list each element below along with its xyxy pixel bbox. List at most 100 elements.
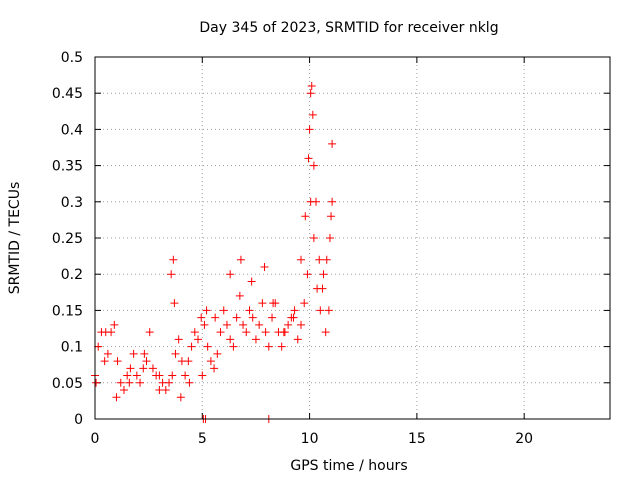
data-point [245, 306, 254, 315]
data-point [142, 357, 151, 366]
data-point [318, 284, 327, 293]
y-tick-label: 0.45 [52, 86, 83, 102]
data-point [167, 270, 176, 279]
data-point [229, 342, 238, 351]
data-point [145, 328, 154, 337]
chart-title: Day 345 of 2023, SRMTID for receiver nkl… [199, 20, 498, 36]
data-point [210, 364, 219, 373]
x-tick-label: 15 [408, 431, 426, 447]
data-point [290, 306, 299, 315]
data-point [176, 393, 185, 402]
data-point [309, 234, 318, 242]
data-point [211, 313, 220, 322]
data-point [110, 320, 119, 329]
data-point [119, 386, 128, 395]
data-point [197, 313, 206, 322]
data-point [269, 299, 278, 308]
data-point [200, 320, 209, 329]
plot-frame [94, 56, 611, 420]
data-point [279, 328, 288, 337]
data-point [306, 89, 315, 98]
data-point [319, 270, 328, 279]
axis-ticks: 0 5 10 15 20 0 0.05 0.1 0.15 0.2 0.25 0.3 0.35 0.4 0.4… [52, 50, 610, 447]
data-point [139, 364, 148, 373]
data-point [203, 342, 212, 351]
data-point [315, 255, 324, 264]
data-point [297, 320, 305, 329]
data-point [92, 378, 101, 387]
data-point [303, 270, 312, 279]
data-point [112, 393, 121, 402]
x-tick-label: 20 [515, 431, 533, 447]
data-point [190, 328, 199, 337]
data-point [327, 212, 336, 221]
data-point [307, 81, 316, 90]
data-point [155, 386, 164, 395]
data-point [129, 349, 138, 358]
data-point [232, 313, 241, 322]
data-point [248, 313, 257, 322]
data-point [213, 349, 222, 358]
data-point [226, 270, 235, 279]
data-point [125, 378, 134, 387]
data-point [198, 371, 207, 380]
data-point [170, 299, 179, 308]
data-point [206, 357, 215, 366]
data-point [312, 197, 321, 206]
data-point [132, 371, 141, 380]
y-tick-label: 0.1 [61, 340, 83, 356]
data-point [168, 371, 177, 380]
y-tick-label: 0.05 [52, 376, 83, 392]
data-point [181, 371, 190, 380]
data-point [174, 335, 183, 344]
data-point [242, 328, 251, 337]
data-point [308, 110, 317, 119]
data-point [322, 255, 331, 264]
data-point [328, 139, 337, 148]
data-point [171, 349, 180, 358]
data-point [316, 306, 325, 315]
data-point [258, 299, 267, 308]
data-point [260, 262, 269, 271]
data-points [91, 81, 337, 423]
data-point [216, 328, 225, 337]
data-point [123, 371, 132, 380]
data-point [140, 349, 149, 358]
data-point [321, 328, 330, 337]
data-point [284, 320, 293, 329]
data-point [325, 234, 334, 242]
data-point [239, 320, 248, 329]
data-point [277, 342, 286, 351]
data-point [187, 342, 196, 351]
data-point [194, 335, 202, 344]
x-tick-label: 10 [301, 431, 319, 447]
data-point [255, 320, 264, 329]
data-point [264, 342, 273, 351]
data-point [309, 161, 318, 170]
y-tick-label: 0 [74, 412, 83, 428]
x-axis-label: GPS time / hours [290, 458, 407, 474]
data-point [113, 357, 122, 366]
y-tick-label: 0.5 [61, 50, 83, 66]
data-point [301, 212, 310, 221]
y-tick-label: 0.15 [52, 303, 83, 319]
data-point [236, 255, 245, 264]
data-point [103, 349, 112, 358]
data-point [222, 320, 231, 329]
data-point [289, 313, 298, 322]
data-point [219, 306, 228, 315]
data-point [184, 357, 193, 366]
data-point [94, 342, 103, 351]
data-point [304, 154, 313, 163]
data-point [324, 306, 333, 315]
data-point [268, 313, 277, 322]
y-axis-label: SRMTID / TECUs [7, 182, 23, 295]
data-point [293, 335, 302, 344]
data-point [261, 328, 270, 337]
data-point [300, 299, 309, 308]
data-point [226, 335, 235, 344]
data-point [165, 378, 174, 387]
data-point [101, 328, 110, 337]
y-tick-label: 0.2 [61, 267, 83, 283]
